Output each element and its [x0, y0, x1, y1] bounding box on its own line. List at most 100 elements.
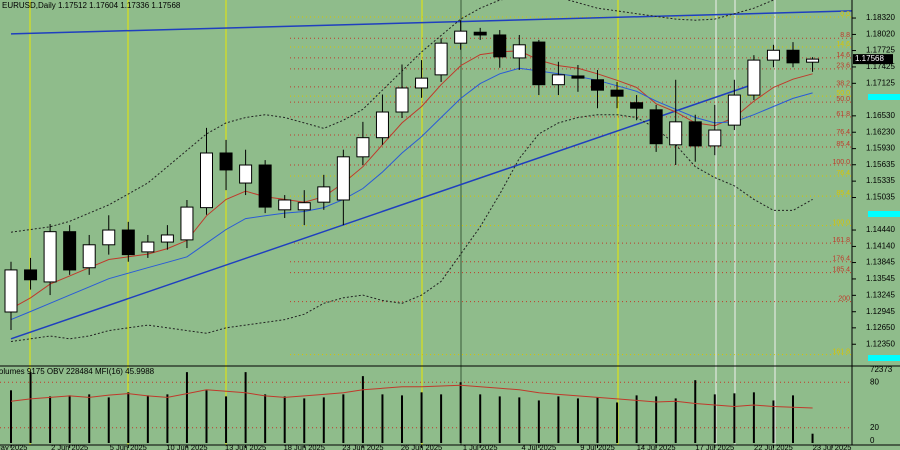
candle-body	[375, 111, 389, 139]
candle-body	[493, 34, 507, 58]
candle-body	[747, 59, 761, 96]
fib-label: 76.4	[836, 170, 850, 177]
candle-body	[102, 229, 116, 246]
candle-body	[669, 121, 683, 146]
y2-tick-label: 80	[870, 377, 879, 386]
candle-body	[786, 49, 800, 64]
fib-label: 76.4	[836, 129, 850, 136]
fib-label: 85.4	[836, 141, 850, 148]
fib-label: 200	[838, 295, 850, 302]
y-tick-label: 1.12945	[866, 307, 895, 316]
y-tick-label: 1.15335	[866, 176, 895, 185]
x-tick-label: 10 Jun 2025	[166, 443, 207, 450]
volume-pane	[0, 372, 852, 443]
candle-body	[395, 87, 409, 113]
axes: 0.0 8.8 14.6 14.6 23.6 38.2 50.050.0 61.8 76.4 85…	[0, 11, 895, 450]
y-tick-label: 1.17125	[866, 78, 895, 87]
fib-label: 50.0	[836, 96, 850, 103]
fib-label: 61.8	[836, 111, 850, 118]
fib-label: 14.6	[836, 52, 850, 59]
candle-body	[649, 109, 663, 145]
trendline	[10, 10, 852, 35]
fib-label: 185.4	[832, 267, 850, 274]
indicator-line	[10, 67, 813, 321]
y-tick-label: 1.17725	[866, 46, 895, 55]
candle-body	[610, 89, 624, 97]
candle-body	[571, 75, 585, 79]
candle-body	[200, 152, 213, 209]
x-tick-label: 4 Jul 2025	[522, 443, 557, 450]
indicator-line	[10, 50, 813, 310]
last-price-box	[853, 54, 893, 65]
y2-tick-label: 20	[870, 423, 879, 432]
candle-body	[180, 206, 194, 241]
x-tick-label: 26 Jun 2025	[401, 443, 442, 450]
marker	[868, 94, 900, 100]
x-tick-label: 23 Jun 2025	[342, 443, 383, 450]
candle-body	[512, 44, 526, 59]
x-tick-label: 1 Jul 2025	[463, 443, 498, 450]
fib-label: 100.0	[832, 159, 850, 166]
fib-label: 100.0	[832, 220, 850, 227]
x-tick-label: 13 Jun 2025	[225, 443, 266, 450]
fib-label: 161.8	[832, 237, 850, 244]
candle-body	[317, 186, 331, 203]
y-tick-label: 1.13845	[866, 258, 895, 267]
y-tick-label: 1.13245	[866, 290, 895, 299]
candle-body	[551, 74, 565, 86]
x-tick-label: 22 Jul 2025	[754, 443, 793, 450]
candle-body	[532, 41, 546, 86]
x-tick-label: May 2025	[0, 443, 27, 450]
y-tick-label: 1.13545	[866, 274, 895, 283]
y-tick-label: 1.15635	[866, 160, 895, 169]
y-tick-label: 0	[870, 436, 875, 445]
price-pane	[4, 0, 852, 356]
fib-label: 14.6	[836, 41, 850, 48]
candle-body	[82, 244, 96, 269]
candle-body	[727, 94, 741, 126]
candle-body	[4, 269, 18, 313]
fib-label: 8.8	[840, 32, 850, 39]
fib-label: 0.0	[840, 11, 850, 18]
candle-body	[454, 30, 468, 44]
fib-label: 85.4	[836, 190, 850, 197]
candle-body	[219, 152, 233, 171]
candle-body	[356, 137, 370, 158]
candle-body	[591, 79, 604, 91]
fib-label: 161.8	[832, 348, 850, 355]
x-tick-label: 14 Jul 2025	[637, 443, 676, 450]
y-tick-label: 1.15035	[866, 193, 895, 202]
fib-label: 176.4	[832, 256, 850, 263]
x-tick-label: 5 Jun 2025	[110, 443, 147, 450]
candle-body	[630, 102, 644, 109]
trendline	[10, 83, 755, 340]
candle-body	[239, 164, 253, 184]
marker	[868, 355, 900, 361]
x-tick-label: 9 Jul 2025	[580, 443, 615, 450]
y-tick-label: 1.15930	[866, 144, 895, 153]
y-tick-label: 1.18320	[866, 13, 895, 22]
indicator-line	[10, 114, 813, 342]
last-price-label: 1.17568	[855, 54, 884, 63]
y-tick-label: 1.17425	[866, 62, 895, 71]
y-tick-label: 1.14440	[866, 225, 895, 234]
x-tick-label: 2 Jun 2025	[51, 443, 88, 450]
candle-body	[336, 156, 350, 201]
indicator-line	[10, 0, 775, 233]
fib-label: 50.0	[836, 90, 850, 97]
candle-body	[258, 164, 272, 208]
y-tick-label: 1.16530	[866, 111, 895, 120]
candle-body	[688, 121, 702, 147]
candle-body	[24, 269, 38, 281]
chart-title: EURUSD,Daily 1.17512 1.17604 1.17336 1.1…	[2, 1, 181, 10]
marker	[868, 211, 900, 217]
candle-body	[766, 49, 780, 61]
x-tick-label: 17 Jul 2025	[695, 443, 734, 450]
candle-body	[63, 231, 77, 271]
mfi-line	[10, 384, 813, 409]
candle-body	[141, 241, 155, 253]
x-tick-label: 18 Jun 2025	[284, 443, 325, 450]
y-tick-label: 1.12650	[866, 323, 895, 332]
